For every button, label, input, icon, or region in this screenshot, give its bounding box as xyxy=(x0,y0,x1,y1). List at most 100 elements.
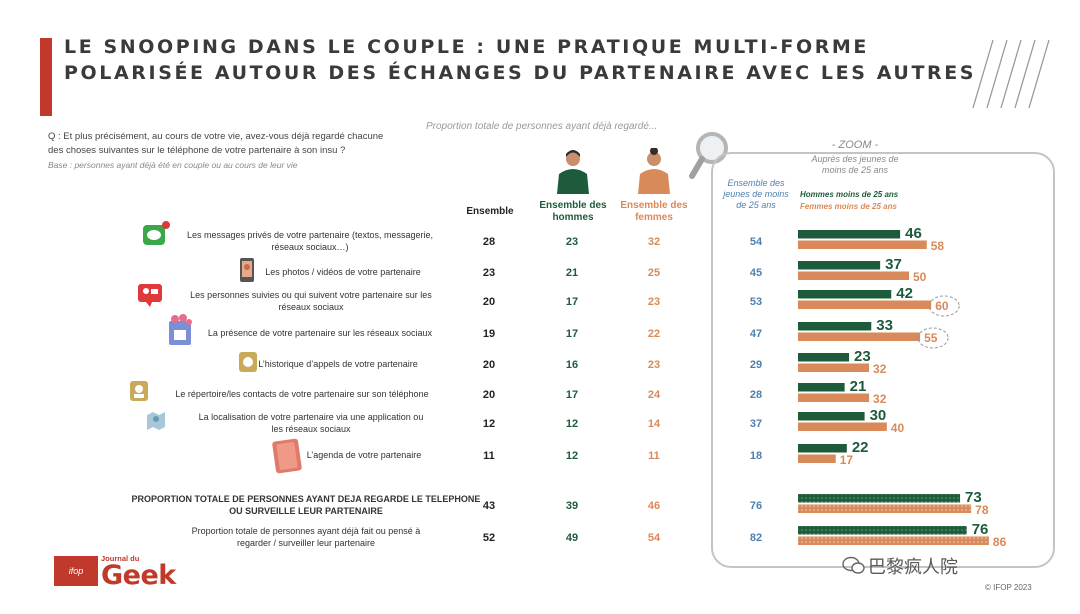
bar-men-under-25 xyxy=(798,322,872,331)
bar-label-men-under-25: 76 xyxy=(972,521,989,538)
column-header-young: Ensemble des jeunes de moins de 25 ans xyxy=(723,178,789,210)
zoom-subtitle: Auprès des jeunes de moins de 25 ans xyxy=(811,154,899,175)
table-value-women: 46 xyxy=(648,500,660,512)
question-base: Base : personnes ayant déjà été en coupl… xyxy=(48,160,298,170)
table-value-men: 16 xyxy=(566,359,578,371)
bar-men-under-25 xyxy=(798,261,881,270)
zoom-panel xyxy=(711,152,1055,568)
bar-label-men-under-25: 23 xyxy=(854,348,871,365)
bar-label-women-under-25: 40 xyxy=(891,421,905,435)
followers-notification-icon xyxy=(138,284,162,307)
bar-label-men-under-25: 46 xyxy=(905,225,922,242)
bar-label-women-under-25: 55 xyxy=(924,331,938,345)
table-value-men: 12 xyxy=(566,450,578,462)
man-icon xyxy=(557,150,589,194)
bar-men-under-25 xyxy=(798,444,847,453)
bar-women-under-25 xyxy=(798,332,921,341)
table-value-young: 47 xyxy=(750,328,762,340)
table-value-men: 39 xyxy=(566,500,578,512)
highlight-circle xyxy=(928,295,960,317)
table-value-all: 20 xyxy=(483,296,495,308)
bar-men-under-25 xyxy=(798,290,892,299)
agenda-icon xyxy=(272,438,302,474)
chat-bubble-icon xyxy=(143,221,170,245)
bar-women-under-25 xyxy=(798,536,989,545)
bar-women-under-25 xyxy=(798,504,972,513)
table-value-young: 54 xyxy=(750,236,763,248)
bar-label-women-under-25: 78 xyxy=(975,503,989,517)
question-line-2: des choses suivantes sur le téléphone de… xyxy=(48,145,346,156)
zoom-title: - ZOOM - xyxy=(800,139,910,151)
table-value-women: 25 xyxy=(648,267,660,279)
bar-label-women-under-25: 17 xyxy=(840,453,854,467)
table-value-women: 32 xyxy=(648,236,660,248)
table-value-young: 45 xyxy=(750,267,762,279)
location-icon xyxy=(147,412,165,430)
table-value-women: 54 xyxy=(648,532,661,544)
table-value-men: 21 xyxy=(566,267,578,279)
bar-women-under-25 xyxy=(798,393,870,402)
table-value-all: 12 xyxy=(483,418,495,430)
call-history-icon xyxy=(239,352,257,372)
bar-women-under-25 xyxy=(798,363,870,372)
table-value-young: 37 xyxy=(750,418,762,430)
journal-du-geek-logo-small: Journal du xyxy=(101,554,140,563)
table-value-all: 28 xyxy=(483,236,495,248)
bar-label-women-under-25: 86 xyxy=(993,535,1007,549)
ifop-logo: ifop xyxy=(54,556,98,586)
row-label: Proportion totale de personnes ayant déj… xyxy=(192,526,421,548)
table-value-young: 18 xyxy=(750,450,762,462)
row-label: L’historique d’appels de votre partenair… xyxy=(258,359,418,369)
bar-men-under-25 xyxy=(798,383,845,392)
bar-label-women-under-25: 50 xyxy=(913,270,927,284)
row-label: Les photos / vidéos de votre partenaire xyxy=(265,267,421,277)
row-label: Les messages privés de votre partenaire … xyxy=(187,230,433,252)
table-value-young: 28 xyxy=(750,389,762,401)
table-value-young: 29 xyxy=(750,359,762,371)
bar-men-under-25 xyxy=(798,494,961,503)
table-value-men: 49 xyxy=(566,532,578,544)
table-value-men: 17 xyxy=(566,389,578,401)
bar-label-women-under-25: 32 xyxy=(873,392,887,406)
proportion-caption: Proportion totale de personnes ayant déj… xyxy=(426,121,658,132)
table-value-all: 52 xyxy=(483,532,495,544)
table-value-women: 23 xyxy=(648,296,660,308)
bar-label-men-under-25: 33 xyxy=(876,317,893,334)
row-label: PROPORTION TOTALE DE PERSONNES AYANT DEJ… xyxy=(132,494,481,516)
table-value-women: 22 xyxy=(648,328,660,340)
bar-label-men-under-25: 21 xyxy=(850,378,867,395)
title-accent-bar xyxy=(40,38,52,116)
column-header-women: Ensemble des femmes xyxy=(620,200,688,223)
table-value-all: 11 xyxy=(483,450,495,462)
woman-icon xyxy=(638,148,670,194)
bar-men-under-25 xyxy=(798,230,901,239)
legend-women: Femmes moins de 25 ans xyxy=(800,202,897,211)
bar-label-women-under-25: 32 xyxy=(873,362,887,376)
row-label: La localisation de votre partenaire via … xyxy=(199,412,424,434)
bar-label-men-under-25: 73 xyxy=(965,489,982,506)
bar-label-women-under-25: 58 xyxy=(931,239,945,253)
table-value-all: 23 xyxy=(483,267,495,279)
table-value-men: 23 xyxy=(566,236,578,248)
table-value-all: 20 xyxy=(483,389,495,401)
table-value-men: 17 xyxy=(566,328,578,340)
column-header-all: Ensemble xyxy=(466,206,514,217)
table-value-young: 82 xyxy=(750,532,762,544)
bar-women-under-25 xyxy=(798,300,932,309)
bar-women-under-25 xyxy=(798,271,909,280)
bar-women-under-25 xyxy=(798,454,836,463)
table-value-all: 43 xyxy=(483,500,495,512)
row-label: Les personnes suivies ou qui suivent vot… xyxy=(190,290,432,312)
column-header-men: Ensemble des hommes xyxy=(539,200,607,223)
phone-photo-icon xyxy=(240,258,254,282)
table-value-women: 14 xyxy=(648,418,661,430)
social-network-icon xyxy=(169,314,192,345)
bar-label-men-under-25: 42 xyxy=(896,285,913,302)
table-value-women: 11 xyxy=(648,450,660,462)
bar-women-under-25 xyxy=(798,422,887,431)
bar-label-men-under-25: 30 xyxy=(870,407,887,424)
question-line-1: Q : Et plus précisément, au cours de vot… xyxy=(48,131,384,142)
bar-men-under-25 xyxy=(798,412,865,421)
watermark: 巴黎疯人院 xyxy=(868,557,958,577)
